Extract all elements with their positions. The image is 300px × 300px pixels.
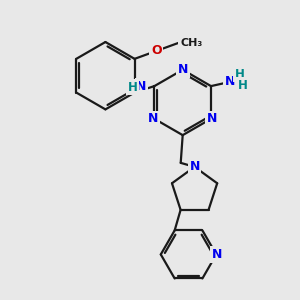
Text: H: H — [235, 68, 245, 81]
Text: O: O — [151, 44, 162, 57]
Text: H: H — [238, 79, 247, 92]
Text: N: N — [212, 248, 223, 261]
Text: N: N — [225, 75, 235, 88]
Text: H: H — [128, 81, 137, 94]
Text: CH₃: CH₃ — [180, 38, 202, 48]
Text: N: N — [178, 63, 188, 76]
Text: N: N — [148, 112, 159, 125]
Text: N: N — [207, 112, 217, 125]
Text: N: N — [136, 80, 147, 93]
Text: N: N — [189, 160, 200, 173]
